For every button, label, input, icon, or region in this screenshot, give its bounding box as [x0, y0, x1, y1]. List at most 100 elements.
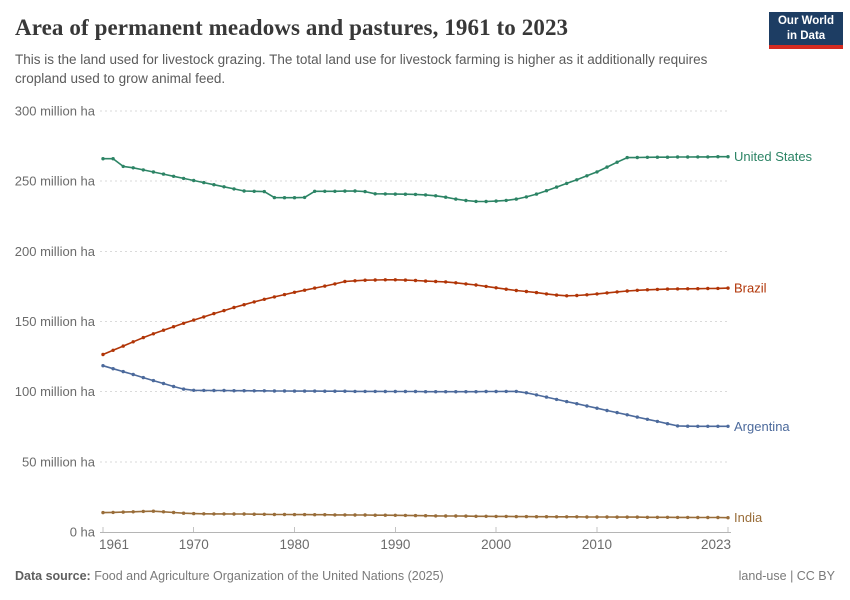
data-point-united-states[interactable] [151, 170, 156, 174]
data-point-india[interactable] [313, 513, 317, 517]
data-point-brazil[interactable] [272, 295, 277, 299]
data-point-brazil[interactable] [202, 315, 206, 319]
data-point-united-states[interactable] [272, 195, 277, 200]
data-point-argentina[interactable] [292, 389, 297, 393]
data-point-brazil[interactable] [494, 286, 498, 290]
data-point-united-states[interactable] [423, 193, 428, 197]
data-point-india[interactable] [615, 515, 619, 519]
data-point-united-states[interactable] [161, 172, 166, 176]
data-point-argentina[interactable] [413, 389, 418, 394]
data-point-united-states[interactable] [565, 181, 569, 186]
data-point-argentina[interactable] [615, 410, 619, 415]
data-point-argentina[interactable] [101, 364, 105, 368]
data-point-argentina[interactable] [524, 391, 529, 395]
data-point-united-states[interactable] [403, 192, 408, 196]
data-point-india[interactable] [333, 513, 337, 517]
data-point-argentina[interactable] [665, 422, 670, 426]
data-point-brazil[interactable] [605, 291, 609, 295]
data-point-argentina[interactable] [313, 389, 317, 393]
data-point-argentina[interactable] [726, 424, 730, 428]
data-point-brazil[interactable] [323, 284, 327, 288]
data-point-brazil[interactable] [242, 303, 246, 307]
data-point-argentina[interactable] [716, 424, 720, 428]
data-point-united-states[interactable] [202, 180, 206, 185]
data-point-india[interactable] [121, 510, 125, 514]
data-point-united-states[interactable] [706, 155, 710, 159]
data-point-united-states[interactable] [696, 155, 700, 159]
data-point-argentina[interactable] [534, 393, 539, 397]
data-point-argentina[interactable] [706, 424, 710, 428]
data-point-india[interactable] [192, 511, 196, 516]
data-point-india[interactable] [504, 514, 508, 519]
data-point-united-states[interactable] [232, 187, 236, 191]
data-point-brazil[interactable] [232, 305, 236, 310]
data-point-india[interactable] [373, 513, 377, 517]
data-point-india[interactable] [645, 515, 650, 519]
data-point-argentina[interactable] [696, 424, 700, 428]
series-label-argentina[interactable]: Argentina [734, 419, 790, 434]
data-point-brazil[interactable] [464, 282, 468, 286]
data-point-argentina[interactable] [282, 389, 287, 393]
data-point-india[interactable] [686, 515, 690, 520]
data-point-argentina[interactable] [252, 389, 256, 393]
data-point-united-states[interactable] [605, 165, 609, 169]
data-point-united-states[interactable] [615, 160, 619, 164]
data-point-argentina[interactable] [141, 375, 145, 380]
data-point-argentina[interactable] [444, 390, 448, 394]
data-point-argentina[interactable] [212, 388, 216, 393]
data-point-argentina[interactable] [373, 389, 377, 394]
data-point-argentina[interactable] [635, 415, 639, 419]
data-point-united-states[interactable] [494, 199, 498, 203]
data-point-india[interactable] [675, 515, 680, 520]
data-point-brazil[interactable] [554, 293, 559, 297]
license-text[interactable]: land-use | CC BY [738, 569, 835, 583]
data-point-india[interactable] [222, 512, 226, 516]
data-point-argentina[interactable] [232, 389, 236, 393]
data-point-argentina[interactable] [585, 404, 589, 408]
data-point-brazil[interactable] [171, 325, 176, 329]
data-point-india[interactable] [262, 512, 266, 516]
data-point-brazil[interactable] [393, 278, 397, 282]
data-point-india[interactable] [383, 513, 387, 517]
data-point-brazil[interactable] [131, 340, 135, 344]
data-point-united-states[interactable] [595, 170, 599, 174]
data-point-argentina[interactable] [423, 390, 428, 394]
data-point-brazil[interactable] [363, 278, 367, 282]
data-point-united-states[interactable] [716, 155, 720, 159]
data-point-united-states[interactable] [373, 192, 377, 196]
data-point-india[interactable] [101, 510, 105, 515]
data-point-argentina[interactable] [202, 388, 206, 393]
data-point-united-states[interactable] [413, 192, 418, 197]
data-point-argentina[interactable] [383, 389, 387, 394]
data-point-india[interactable] [494, 514, 498, 519]
data-point-india[interactable] [726, 516, 730, 520]
data-point-india[interactable] [252, 512, 256, 516]
data-point-india[interactable] [625, 515, 629, 519]
data-point-united-states[interactable] [645, 155, 650, 159]
data-point-india[interactable] [161, 510, 166, 514]
data-point-brazil[interactable] [716, 286, 720, 291]
data-point-united-states[interactable] [635, 155, 639, 160]
data-point-united-states[interactable] [534, 192, 539, 196]
data-point-india[interactable] [565, 515, 569, 519]
data-point-india[interactable] [363, 513, 367, 517]
data-point-argentina[interactable] [514, 389, 518, 394]
data-point-united-states[interactable] [444, 195, 448, 199]
data-point-united-states[interactable] [484, 199, 488, 204]
series-label-india[interactable]: India [734, 510, 763, 525]
data-point-united-states[interactable] [101, 157, 105, 161]
data-point-brazil[interactable] [413, 278, 418, 283]
data-point-india[interactable] [292, 512, 297, 517]
data-point-argentina[interactable] [353, 389, 357, 394]
data-point-argentina[interactable] [464, 390, 468, 394]
data-point-argentina[interactable] [605, 408, 609, 413]
data-point-argentina[interactable] [686, 424, 690, 428]
data-point-india[interactable] [131, 510, 135, 514]
data-point-united-states[interactable] [544, 189, 549, 193]
data-point-brazil[interactable] [645, 288, 650, 292]
data-point-brazil[interactable] [534, 290, 539, 295]
data-point-argentina[interactable] [575, 402, 579, 406]
data-point-united-states[interactable] [655, 155, 660, 159]
data-point-argentina[interactable] [625, 413, 629, 417]
data-point-argentina[interactable] [645, 417, 650, 421]
